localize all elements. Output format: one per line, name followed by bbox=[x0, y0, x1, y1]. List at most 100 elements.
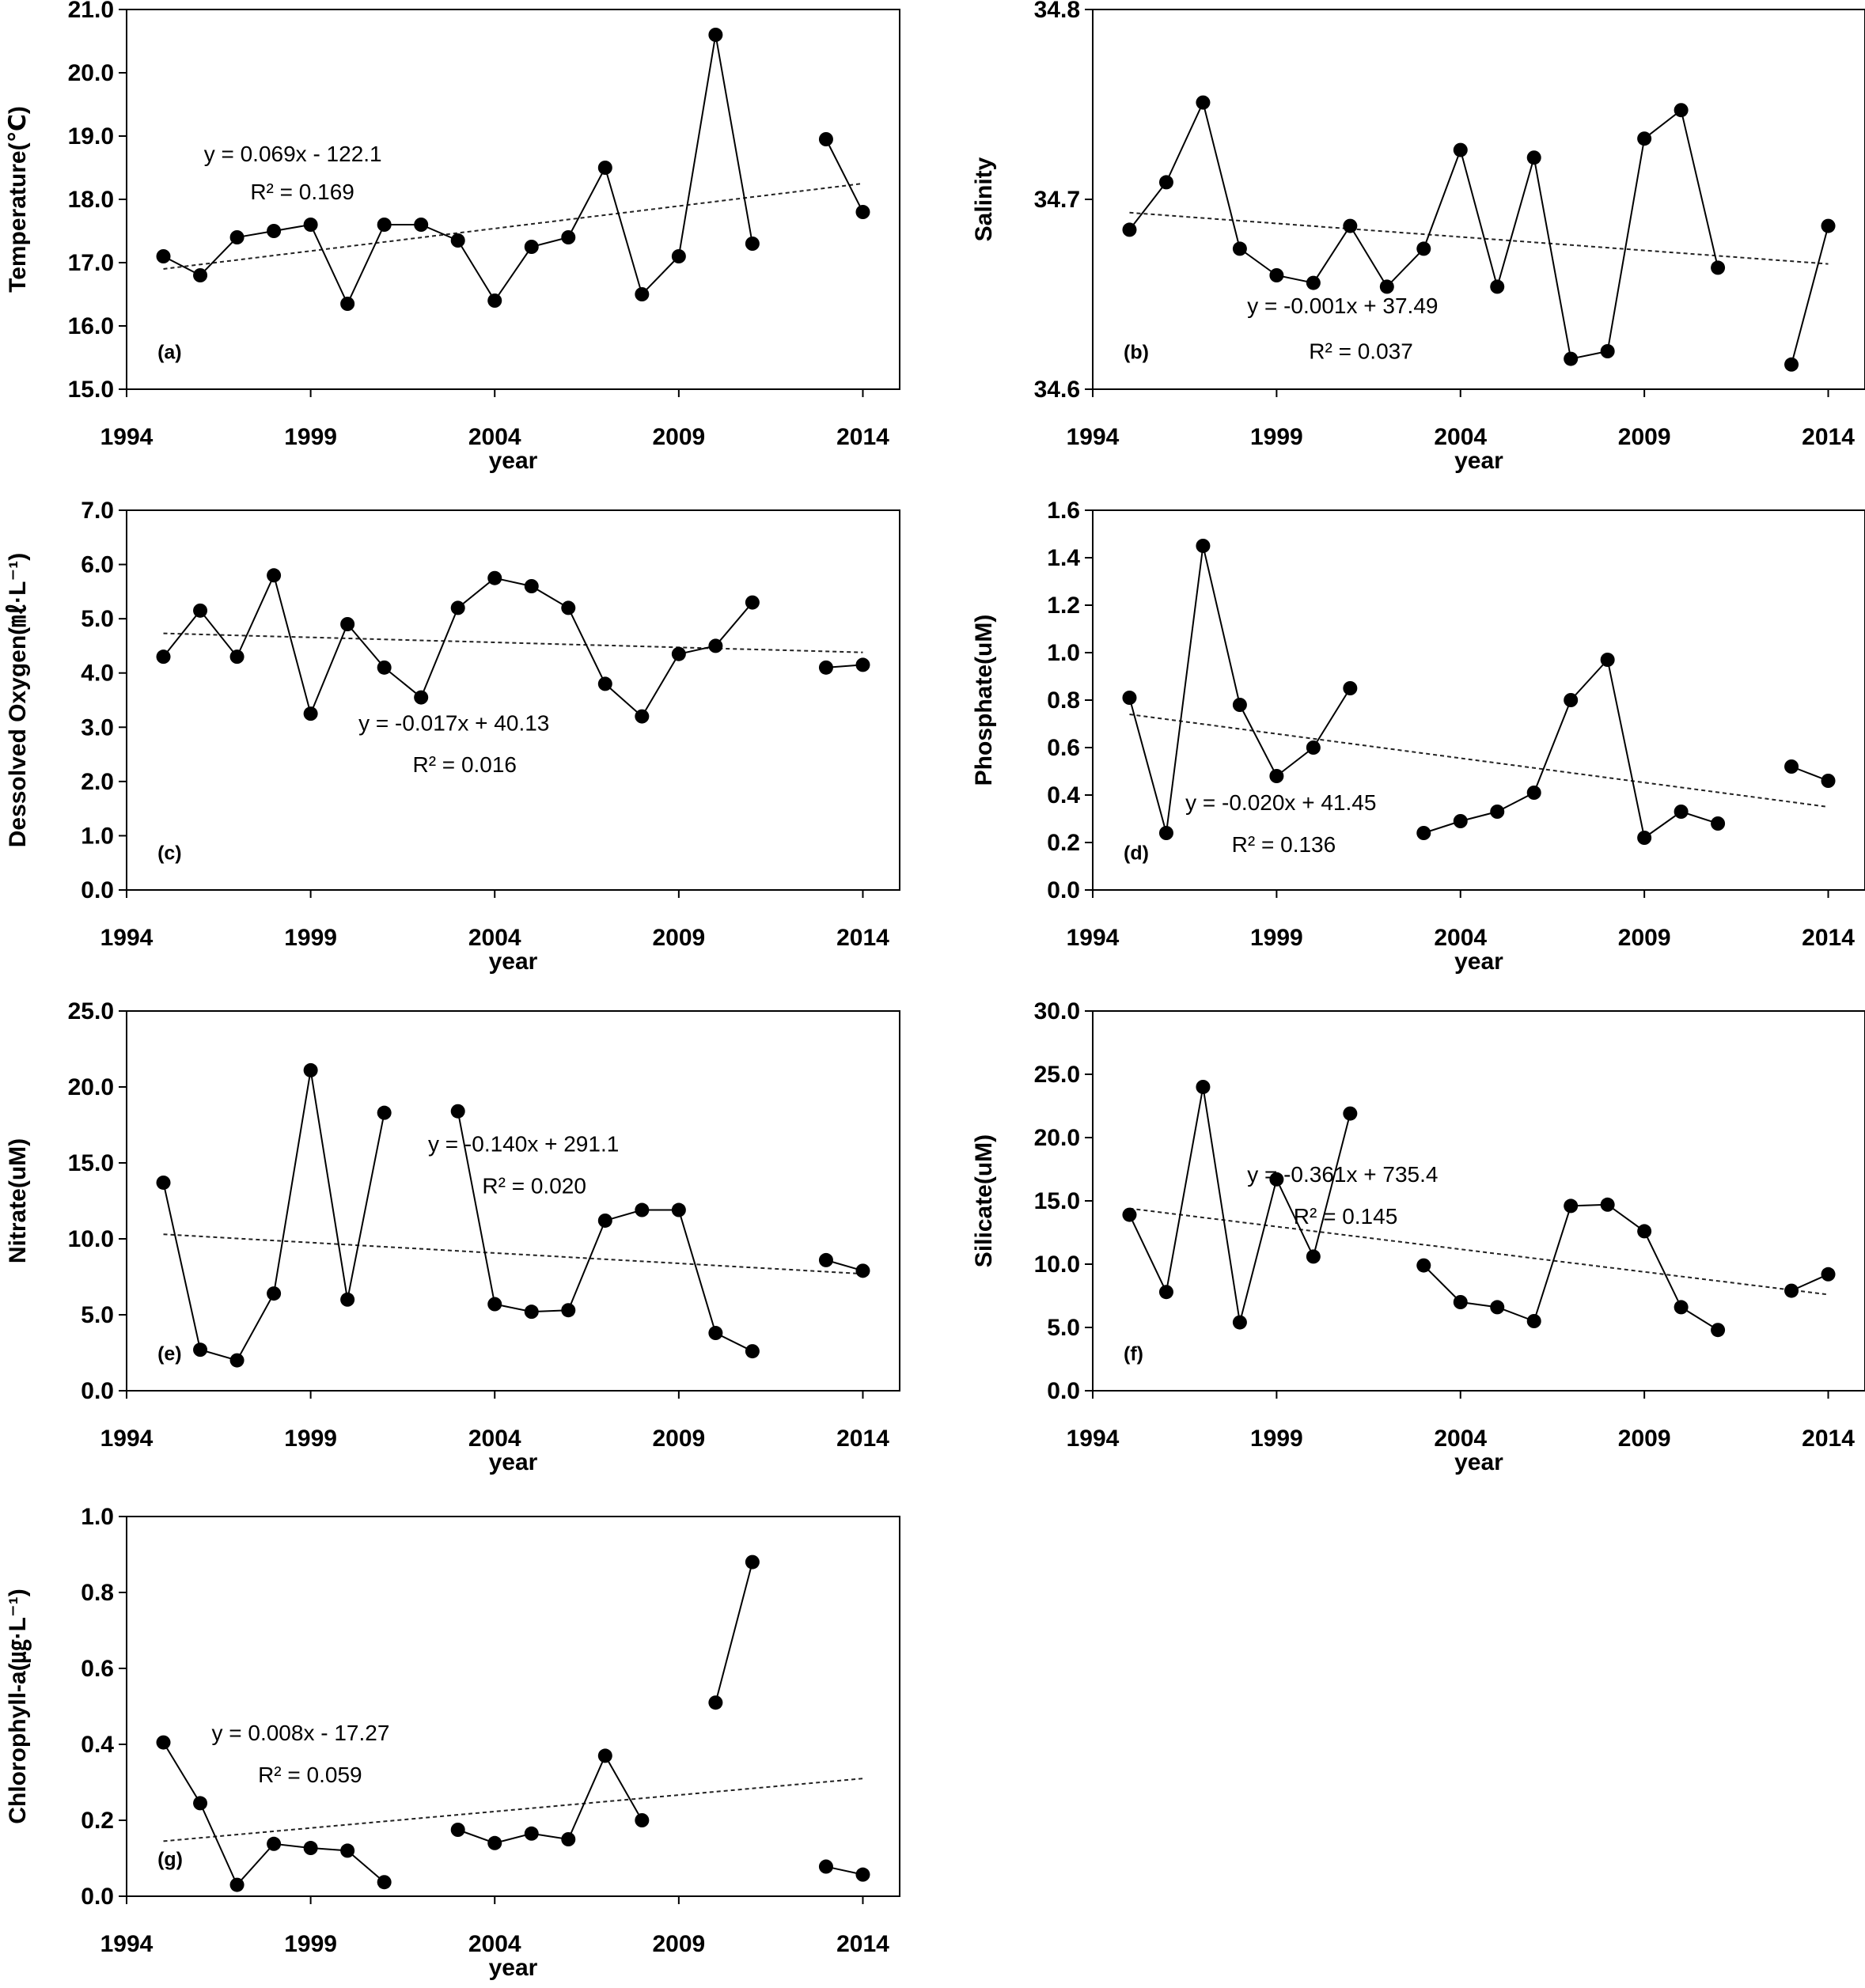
data-point bbox=[303, 1841, 318, 1856]
regression-equation: y = -0.140x + 291.1 bbox=[428, 1132, 619, 1157]
y-tick-label: 0.6 bbox=[1047, 735, 1080, 761]
series-line bbox=[163, 34, 753, 306]
y-tick-label: 15.0 bbox=[68, 377, 114, 403]
y-tick-label: 25.0 bbox=[68, 998, 114, 1024]
trend-line bbox=[163, 1233, 863, 1275]
data-point bbox=[1711, 260, 1726, 275]
y-tick-label: 6.0 bbox=[81, 552, 114, 578]
data-point bbox=[1637, 831, 1652, 845]
r-squared-label: R² = 0.016 bbox=[412, 752, 517, 777]
data-point bbox=[635, 709, 650, 724]
data-point bbox=[745, 237, 760, 251]
y-tick-label: 34.6 bbox=[1034, 377, 1080, 403]
y-tick-label: 1.2 bbox=[1047, 593, 1080, 619]
series-line bbox=[162, 573, 753, 718]
y-tick-label: 5.0 bbox=[81, 606, 114, 632]
series-line bbox=[825, 138, 864, 213]
y-tick-label: 18.0 bbox=[68, 187, 114, 213]
x-tick-label: 1994 bbox=[1067, 925, 1120, 951]
panel-label: (f) bbox=[1124, 1343, 1143, 1365]
data-point bbox=[524, 1826, 539, 1841]
series-line bbox=[1423, 1203, 1719, 1331]
data-point bbox=[303, 1062, 318, 1077]
data-point bbox=[855, 1263, 870, 1278]
data-point bbox=[377, 1105, 392, 1120]
data-point bbox=[267, 224, 282, 238]
panel-label: (d) bbox=[1124, 843, 1149, 865]
y-tick-label: 10.0 bbox=[68, 1226, 114, 1252]
data-point bbox=[156, 249, 171, 263]
data-point bbox=[1711, 1323, 1726, 1338]
panel-f: 0.0 5.0 10.0 15.0 20.0 25.0 30.0 1994 1999 2004 20… bbox=[971, 998, 1865, 1475]
data-point bbox=[1196, 539, 1211, 553]
trend-line bbox=[1129, 714, 1829, 808]
x-tick-label: 2004 bbox=[468, 1426, 521, 1452]
x-axis-title: year bbox=[489, 1449, 538, 1475]
data-point bbox=[1526, 150, 1541, 165]
y-axis-title: Silicate(uM) bbox=[971, 1134, 997, 1267]
y-tick-label: 1.6 bbox=[1047, 498, 1080, 524]
panel-e: 0.0 5.0 10.0 15.0 20.0 25.0 1994 1999 2004 2009 20… bbox=[5, 998, 900, 1475]
data-point bbox=[1196, 1080, 1211, 1094]
data-point bbox=[414, 690, 429, 705]
data-point bbox=[745, 1344, 760, 1359]
data-point bbox=[414, 218, 429, 232]
x-tick-label: 2014 bbox=[1802, 424, 1855, 450]
y-tick-label: 7.0 bbox=[81, 498, 114, 524]
data-point bbox=[156, 649, 171, 665]
x-tick-label: 2009 bbox=[652, 424, 705, 450]
r-squared-label: R² = 0.059 bbox=[258, 1763, 362, 1787]
y-tick-label: 34.7 bbox=[1034, 187, 1080, 213]
y-tick-label: 1.4 bbox=[1047, 545, 1080, 571]
data-point bbox=[635, 1202, 650, 1217]
data-point bbox=[487, 293, 502, 308]
data-point bbox=[1196, 95, 1211, 110]
y-tick-label: 2.0 bbox=[81, 769, 114, 795]
y-tick-label: 15.0 bbox=[68, 1150, 114, 1176]
data-point bbox=[635, 1813, 650, 1827]
y-tick-label: 16.0 bbox=[68, 313, 114, 339]
data-point bbox=[487, 1835, 502, 1850]
data-point bbox=[1158, 175, 1173, 190]
data-point bbox=[1821, 218, 1836, 233]
data-point bbox=[818, 660, 833, 675]
data-point bbox=[1306, 740, 1321, 755]
data-point bbox=[450, 1823, 465, 1837]
data-point bbox=[597, 1213, 612, 1228]
regression-equation: y = 0.069x - 122.1 bbox=[204, 142, 382, 166]
regression-equation: y = -0.361x + 735.4 bbox=[1247, 1162, 1438, 1187]
data-point bbox=[1674, 103, 1689, 118]
data-point bbox=[1674, 1300, 1689, 1315]
plot-frame bbox=[1092, 1010, 1865, 1392]
data-point bbox=[1564, 1198, 1579, 1214]
x-tick-label: 2014 bbox=[1802, 1426, 1855, 1452]
data-point bbox=[1343, 681, 1358, 695]
data-point bbox=[1784, 1283, 1799, 1298]
data-point bbox=[377, 1875, 392, 1890]
x-tick-label: 1994 bbox=[1067, 424, 1120, 450]
y-axis-title: Dessolved Oxygen(㎖·L⁻¹) bbox=[5, 553, 31, 848]
panel-label: (e) bbox=[157, 1343, 182, 1365]
x-tick-label: 1999 bbox=[284, 925, 337, 951]
data-point bbox=[1600, 653, 1615, 667]
y-tick-label: 0.4 bbox=[1047, 782, 1080, 808]
data-point bbox=[1490, 805, 1505, 819]
regression-equation: y = -0.001x + 37.49 bbox=[1247, 293, 1438, 318]
y-tick-label: 21.0 bbox=[68, 0, 114, 23]
panel-label: (g) bbox=[157, 1849, 183, 1871]
r-squared-label: R² = 0.145 bbox=[1294, 1204, 1398, 1229]
x-tick-label: 1994 bbox=[100, 1931, 154, 1957]
x-tick-label: 1999 bbox=[1250, 925, 1303, 951]
data-point bbox=[1306, 275, 1321, 290]
data-point bbox=[708, 28, 723, 42]
x-tick-label: 1999 bbox=[284, 424, 337, 450]
data-point bbox=[267, 1836, 282, 1851]
x-tick-label: 2009 bbox=[652, 1931, 705, 1957]
data-point bbox=[450, 233, 465, 248]
data-point bbox=[671, 249, 686, 263]
x-tick-label: 1999 bbox=[1250, 1426, 1303, 1452]
data-point bbox=[818, 1859, 833, 1874]
data-point bbox=[267, 568, 282, 583]
y-tick-label: 25.0 bbox=[1034, 1062, 1080, 1088]
